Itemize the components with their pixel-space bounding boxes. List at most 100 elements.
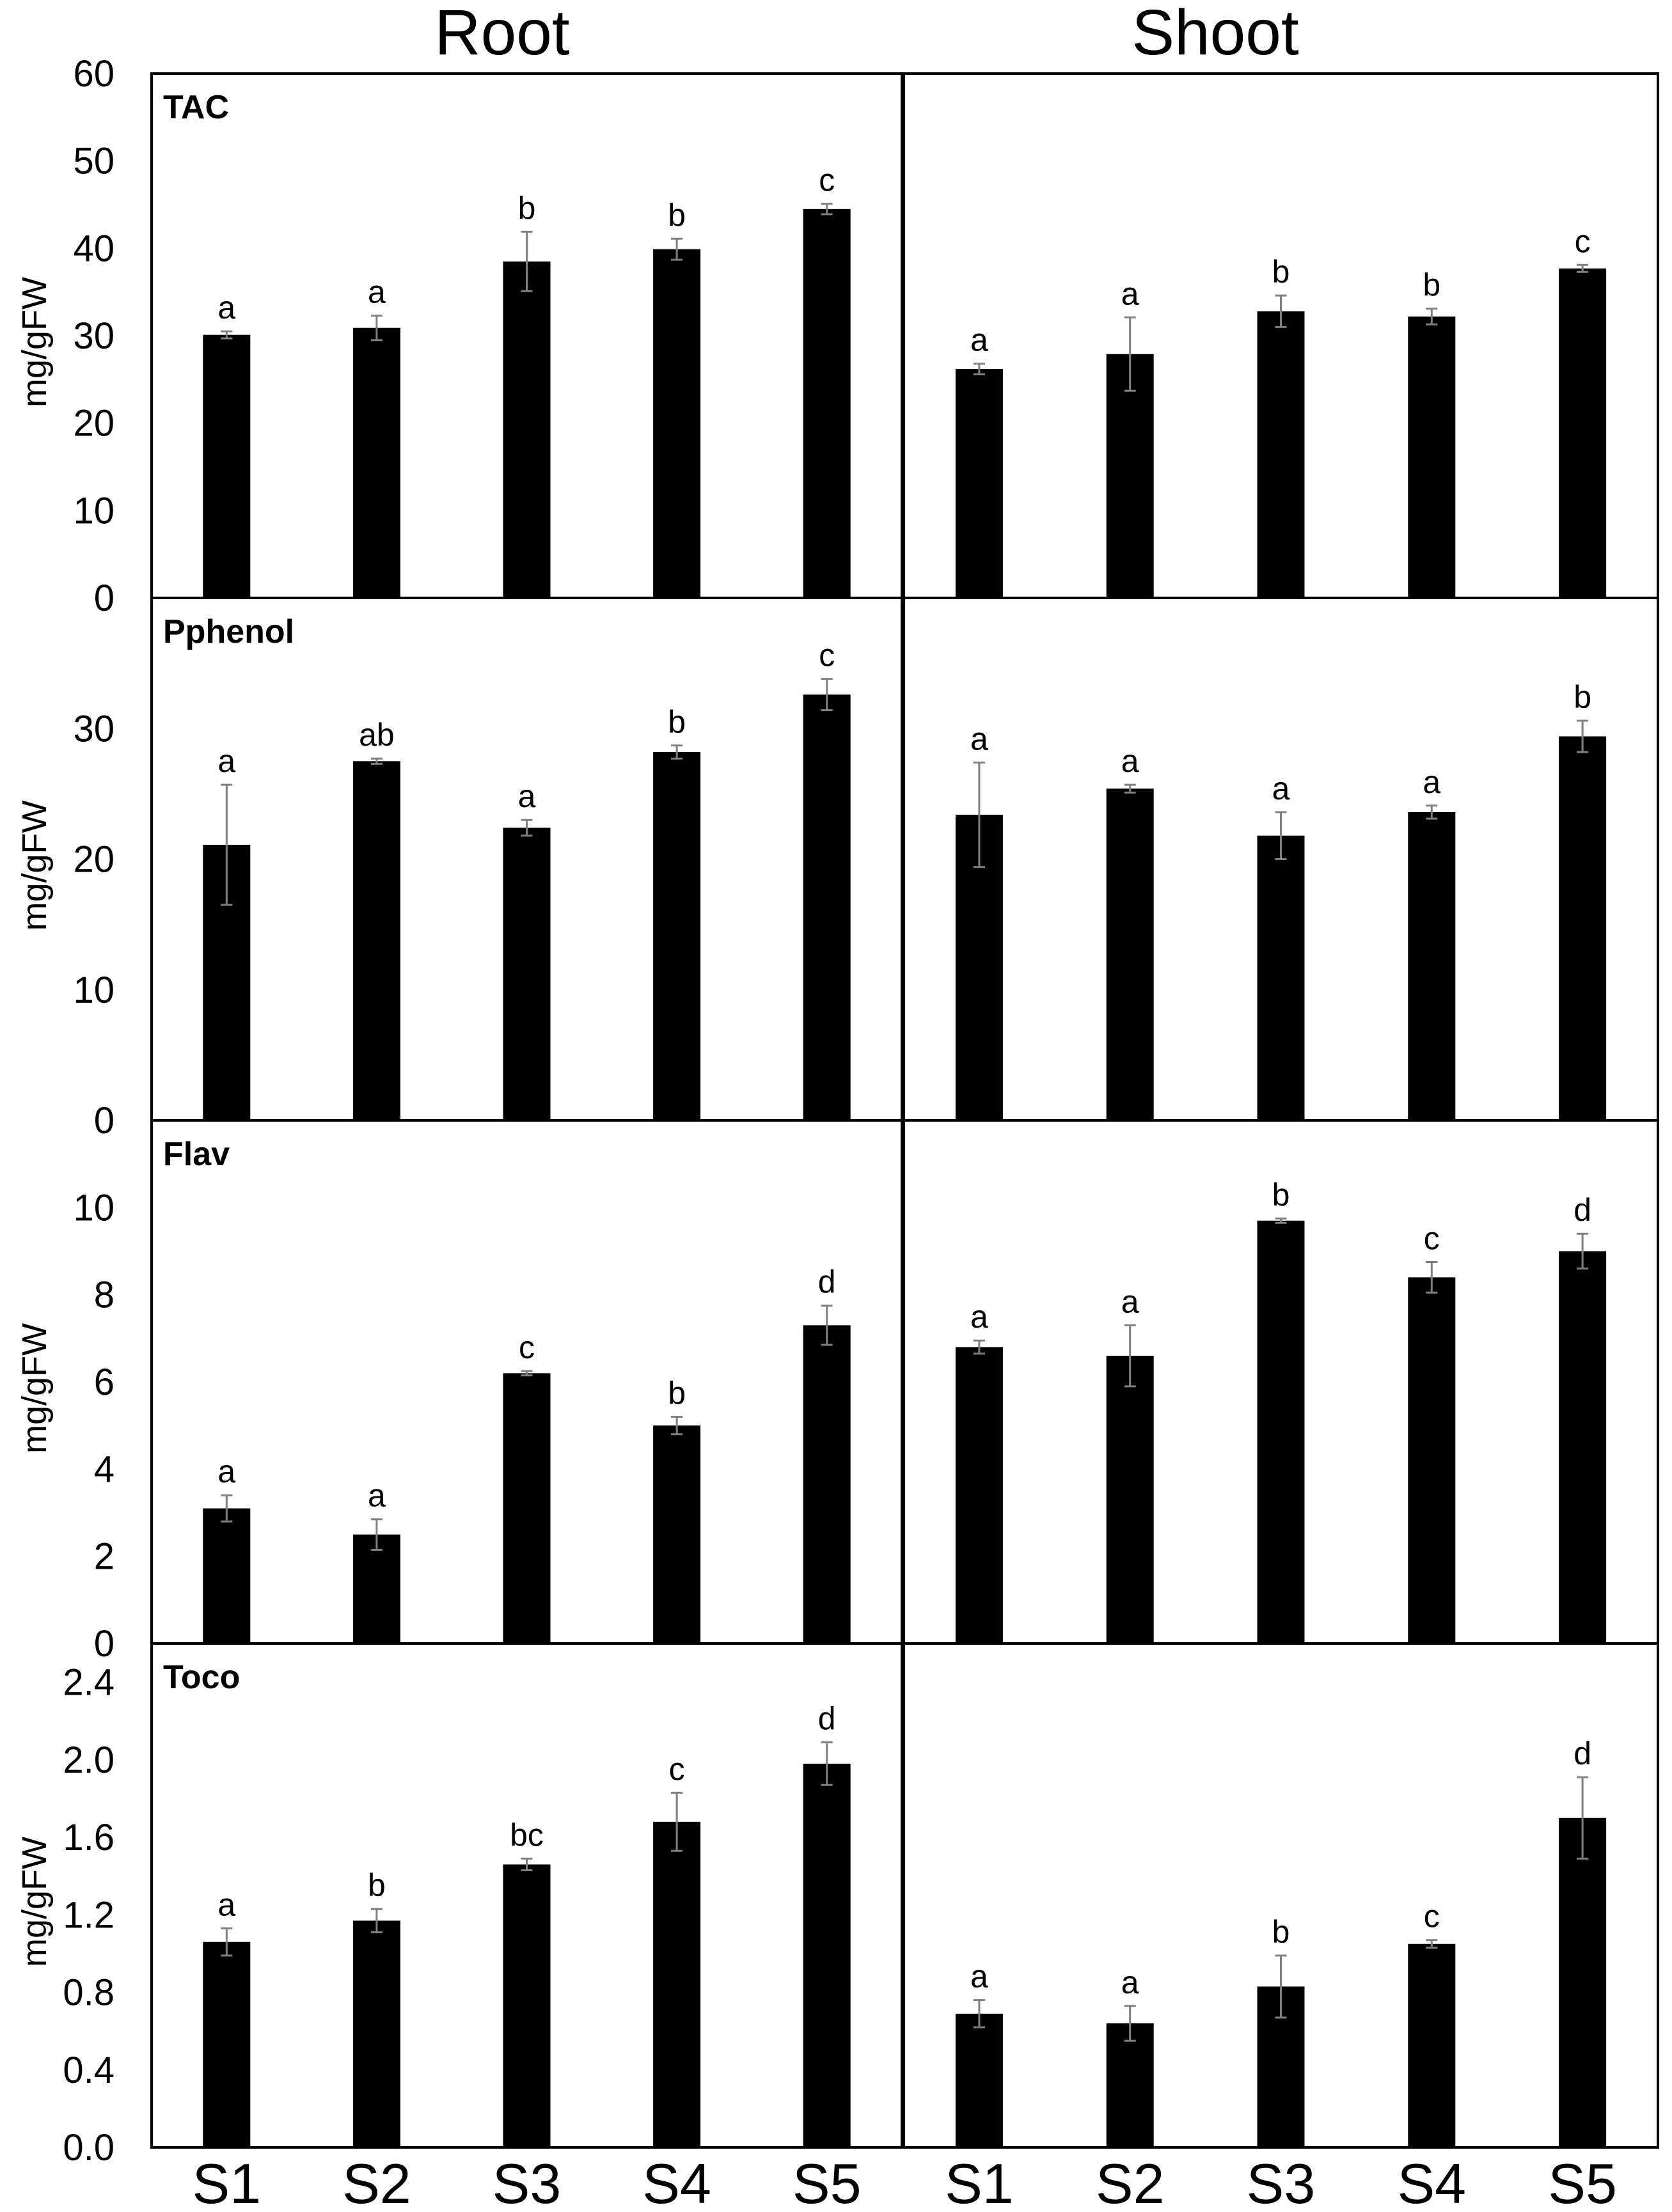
bar [803, 1763, 851, 2147]
panel-tac-shoot: a a b b c [903, 72, 1659, 599]
panel-label: TAC [163, 89, 229, 126]
significance-letter: a [217, 743, 235, 779]
x-tick-label: S5 [793, 2152, 862, 2212]
significance-letter: b [518, 190, 536, 226]
x-tick-label: S3 [493, 2152, 562, 2212]
bar [955, 368, 1003, 598]
significance-letter: b [368, 1867, 386, 1903]
panel-flav-shoot: a a b c d [903, 1119, 1659, 1645]
bar [1257, 1220, 1305, 1643]
bar [352, 1920, 400, 2147]
panel-pphenol-shoot: a a a a b [903, 597, 1659, 1122]
x-tick-label: S1 [192, 2152, 261, 2212]
y-tick-label: 0 [94, 1100, 114, 1141]
bar [955, 1347, 1003, 1643]
column-title-root: Root [434, 0, 569, 68]
y-tick-label: 10 [73, 969, 114, 1011]
significance-letter: d [1573, 1736, 1591, 1771]
significance-letter: a [368, 274, 386, 310]
bar [1408, 812, 1456, 1120]
y-tick-label: 0 [94, 577, 114, 619]
bar [1559, 1251, 1607, 1643]
y-tick-label: 4 [94, 1448, 114, 1490]
significance-letter: a [1121, 276, 1139, 311]
bar [503, 1864, 551, 2147]
bar [1257, 311, 1305, 598]
panel-toco-root: Toco 0.0 0.4 0.8 1.2 1.6 2.0 2.4 mg/gFW a b bc c d [15, 1642, 903, 2169]
x-tick-label: S4 [642, 2152, 711, 2212]
bar [352, 761, 400, 1120]
x-tick-label: S2 [1096, 2152, 1165, 2212]
y-tick-label: 20 [73, 839, 114, 881]
bar [803, 1325, 851, 1643]
significance-letter: b [1272, 1914, 1290, 1950]
significance-letter: c [1575, 223, 1591, 259]
bar [653, 752, 701, 1120]
significance-letter: b [1272, 1177, 1290, 1212]
x-tick-label: S5 [1548, 2152, 1617, 2212]
significance-letter: a [970, 721, 988, 757]
y-tick-label: 10 [73, 490, 114, 531]
significance-letter: c [819, 638, 835, 673]
y-tick-label: 0.0 [63, 2127, 114, 2169]
panel-tac-root: TAC 0 10 20 30 40 50 60 mg/gFW a a b b c [15, 53, 903, 619]
significance-letter: a [1121, 1965, 1139, 2000]
significance-letter: a [368, 1478, 386, 1514]
y-tick-label: 60 [73, 53, 114, 95]
y-tick-label: 30 [73, 315, 114, 357]
x-axis-root: S1 S2 S3 S4 S5 [192, 2152, 861, 2212]
bar [203, 1941, 251, 2147]
significance-letter: a [970, 1959, 988, 1995]
bar [1106, 1356, 1154, 1643]
bar [503, 261, 551, 598]
significance-letter: c [519, 1330, 535, 1365]
bar [1257, 835, 1305, 1120]
significance-letter: a [217, 290, 235, 326]
x-tick-label: S3 [1247, 2152, 1316, 2212]
bar [1559, 1817, 1607, 2147]
significance-letter: c [819, 162, 835, 198]
bar [1408, 316, 1456, 598]
significance-letter: a [217, 1454, 235, 1489]
significance-letter: b [1272, 254, 1290, 290]
significance-letter: c [1424, 1899, 1440, 1934]
y-tick-label: 6 [94, 1361, 114, 1403]
significance-letter: b [668, 197, 686, 233]
significance-letter: a [1121, 743, 1139, 779]
significance-letter: a [1272, 771, 1290, 806]
y-tick-label: 0 [94, 1623, 114, 1665]
y-tick-label: 8 [94, 1275, 114, 1316]
panel-label: Flav [163, 1136, 230, 1173]
column-title-shoot: Shoot [1132, 0, 1299, 68]
x-tick-label: S1 [945, 2152, 1014, 2212]
y-tick-label: 2 [94, 1536, 114, 1578]
significance-letter: a [518, 778, 536, 814]
significance-letter: ab [359, 717, 395, 753]
y-tick-label: 0.4 [63, 2050, 114, 2091]
x-axis-shoot: S1 S2 S3 S4 S5 [945, 2152, 1617, 2212]
y-tick-label: 0.8 [63, 1972, 114, 2014]
bar [955, 2013, 1003, 2147]
significance-letter: a [1121, 1283, 1139, 1319]
significance-letter: b [1573, 679, 1591, 715]
bar [803, 694, 851, 1120]
y-tick-label: 10 [73, 1187, 114, 1228]
y-tick-label: 2.4 [63, 1662, 114, 1704]
bar [503, 1373, 551, 1643]
y-tick-label: 20 [73, 403, 114, 444]
bar [1408, 1943, 1456, 2147]
bar [653, 249, 701, 598]
significance-letter: bc [510, 1817, 544, 1853]
bar [1559, 736, 1607, 1120]
significance-letter: d [1573, 1192, 1591, 1228]
significance-letter: c [669, 1751, 685, 1787]
y-axis-label: mg/gFW [15, 800, 54, 930]
y-tick-label: 30 [73, 708, 114, 749]
bar [803, 208, 851, 598]
bar [503, 828, 551, 1120]
y-tick-label: 1.6 [63, 1817, 114, 1858]
bar [1408, 1277, 1456, 1643]
